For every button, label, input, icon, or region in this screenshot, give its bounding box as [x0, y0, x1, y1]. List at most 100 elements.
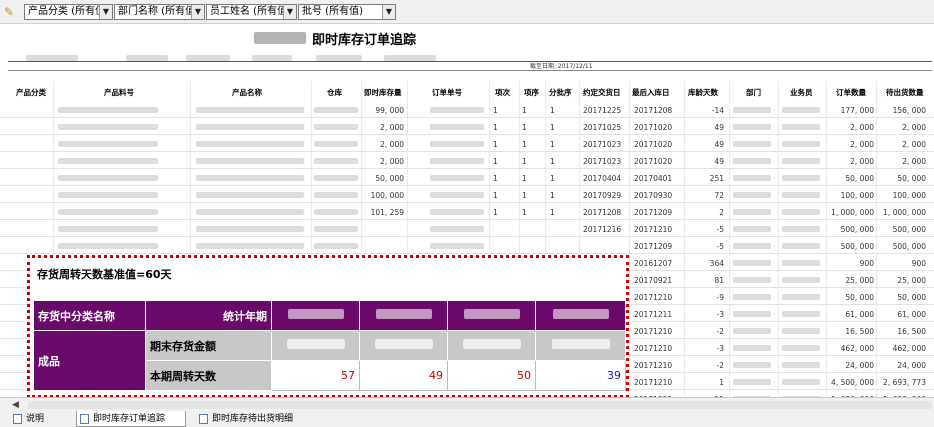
table-cell-age: 49: [714, 140, 724, 149]
table-row: 99, 000 1 1 1 20171225 20171208 -14 177, 000 156…: [0, 101, 934, 118]
redacted-cell: [430, 124, 484, 130]
filter-product-category[interactable]: 产品分类 (所有值) ▼: [24, 4, 113, 20]
redacted-cell: [782, 192, 820, 198]
redacted-cell: [196, 141, 304, 147]
redacted-cell: [314, 243, 358, 249]
table-cell-qty: 100, 000: [840, 191, 874, 200]
table-cell-pending: 2, 000: [902, 123, 926, 132]
filter-batch[interactable]: 批号 (所有值) ▼: [298, 4, 396, 20]
table-cell-stock: 2, 000: [380, 157, 404, 166]
redacted-cell: [782, 243, 820, 249]
redacted-cell: [782, 226, 820, 232]
table-cell-age: -5: [716, 242, 724, 251]
redacted-cell: [58, 175, 158, 181]
table-cell-stock: 100, 000: [370, 191, 404, 200]
filter-department[interactable]: 部门名称 (所有值) ▼: [114, 4, 205, 20]
filter-employee[interactable]: 员工姓名 (所有值) ▼: [206, 4, 297, 20]
redacted-cell: [430, 175, 484, 181]
redacted-cell: [782, 277, 820, 283]
redacted-cell: [733, 192, 771, 198]
table-cell-last_in: 20171210: [634, 293, 673, 302]
filter-icon[interactable]: ✎: [4, 5, 15, 19]
redacted-cell: [782, 158, 820, 164]
table-cell-a: 1: [493, 140, 498, 149]
amount-redacted: [359, 330, 448, 361]
scroll-left-icon[interactable]: ◀: [12, 400, 19, 410]
table-cell-qty: 462, 000: [840, 344, 874, 353]
redacted-cell: [314, 175, 358, 181]
table-cell-stock: 99, 000: [375, 106, 404, 115]
table-row: 2, 000 1 1 1 20171023 20171020 49 2, 000 2, 000: [0, 152, 934, 169]
horizontal-scrollbar[interactable]: [28, 401, 932, 409]
table-cell-age: -2: [716, 361, 724, 370]
tab-pending-shipment-detail[interactable]: 即时库存待出货明细: [196, 411, 326, 427]
chevron-down-icon[interactable]: ▼: [191, 5, 204, 19]
metric-ending-inventory: 期末存货金额: [145, 330, 272, 361]
redacted-cell: [782, 107, 820, 113]
table-cell-pending: 156, 000: [892, 106, 926, 115]
redacted-cell: [733, 124, 771, 130]
table-cell-pending: 2, 693, 773: [883, 378, 926, 387]
redacted-cell: [733, 141, 771, 147]
table-cell-last_in: 20171210: [634, 327, 673, 336]
table-cell-age: 1: [719, 378, 724, 387]
tab-stock-order-tracking[interactable]: 即时库存订单追踪: [76, 411, 186, 427]
redacted-cell: [430, 158, 484, 164]
table-cell-last_in: 20170930: [634, 191, 673, 200]
table-cell-pending: 100, 000: [892, 191, 926, 200]
redacted-cell: [430, 107, 484, 113]
period-redacted: [359, 300, 448, 331]
redacted-cell: [782, 345, 820, 351]
tab-description[interactable]: 说明: [10, 411, 58, 427]
table-cell-a: 1: [493, 157, 498, 166]
table-cell-c: 1: [550, 208, 555, 217]
table-cell-last_in: 20171210: [634, 225, 673, 234]
turnover-summary-table: 存货中分类名称 统计年期 成品 期末存货金额 本期周转天数 57 49 50: [33, 300, 626, 391]
table-cell-b: 1: [522, 123, 527, 132]
table-cell-pending: 900: [911, 259, 926, 268]
redacted-cell: [782, 294, 820, 300]
turnover-summary-panel: 存货周转天数基准值=60天 存货中分类名称 统计年期 成品 期末存货金额: [27, 255, 629, 397]
table-cell-b: 1: [522, 191, 527, 200]
redacted-cell: [782, 124, 820, 130]
redacted-cell: [196, 124, 304, 130]
table-row: 101, 259 1 1 1 20171208 20171209 2 1, 000, 000 1…: [0, 203, 934, 220]
period-header: 统计年期: [145, 300, 272, 331]
table-cell-pending: 2, 000: [902, 157, 926, 166]
table-cell-last_in: 20171020: [634, 157, 673, 166]
redacted-cell: [314, 226, 358, 232]
redacted-cell: [58, 141, 158, 147]
table-cell-last_in: 20161207: [634, 259, 673, 268]
redacted-cell: [733, 243, 771, 249]
table-cell-qty: 2, 000: [850, 123, 874, 132]
table-cell-qty: 2, 000: [850, 157, 874, 166]
table-cell-qty: 177, 000: [840, 106, 874, 115]
filter-toolbar: ✎ 产品分类 (所有值) ▼ 部门名称 (所有值) ▼ 员工姓名 (所有值) ▼…: [0, 0, 934, 24]
table-cell-qty: 50, 000: [845, 293, 874, 302]
amount-redacted: [535, 330, 626, 361]
table-cell-stock: 2, 000: [380, 123, 404, 132]
redacted-cell: [314, 192, 358, 198]
redacted-cell: [733, 294, 771, 300]
table-cell-age: 2: [719, 208, 724, 217]
table-cell-a: 1: [493, 123, 498, 132]
table-cell-deliv: 20171208: [583, 208, 622, 217]
table-cell-last_in: 20171209: [634, 208, 673, 217]
table-cell-qty: 16, 500: [845, 327, 874, 336]
redacted-cell: [733, 158, 771, 164]
chevron-down-icon[interactable]: ▼: [283, 5, 296, 19]
table-cell-c: 1: [550, 174, 555, 183]
redacted-cell: [430, 141, 484, 147]
chevron-down-icon[interactable]: ▼: [99, 5, 112, 19]
table-cell-qty: 24, 000: [845, 361, 874, 370]
table-cell-deliv: 20171216: [583, 225, 622, 234]
table-row: 2, 000 1 1 1 20171023 20171020 49 2, 000 2, 000: [0, 135, 934, 152]
table-header: 产品分类 产品料号 产品名称 仓库 即时库存量 订单单号 项次 项序 分批序 约…: [16, 88, 924, 97]
table-cell-last_in: 20171210: [634, 378, 673, 387]
chevron-down-icon[interactable]: ▼: [382, 5, 395, 19]
redacted-cell: [782, 209, 820, 215]
turnover-days-value: 39: [535, 360, 626, 391]
redacted-cell: [430, 192, 484, 198]
period-redacted: [447, 300, 536, 331]
table-cell-stock: 50, 000: [375, 174, 404, 183]
